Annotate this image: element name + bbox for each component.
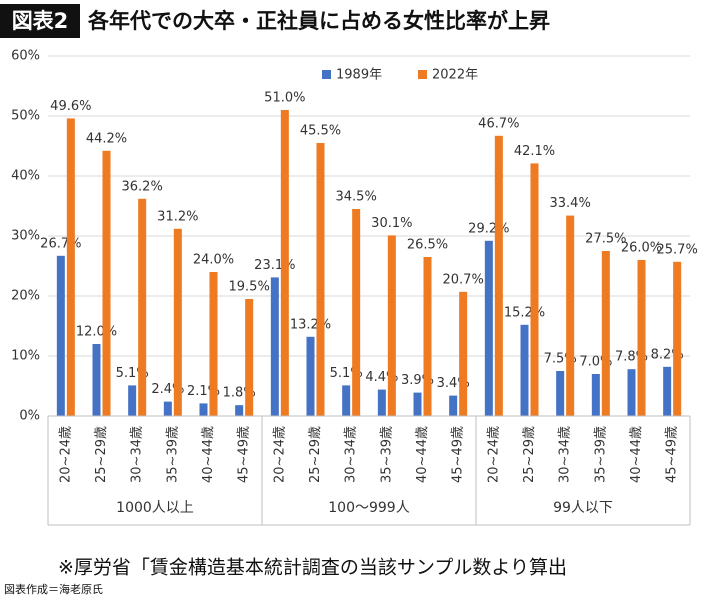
bar xyxy=(56,255,65,416)
legend-swatch xyxy=(418,70,427,79)
y-tick-label: 30% xyxy=(11,229,40,244)
x-tick-label: 25~29歳 xyxy=(94,426,109,483)
bar xyxy=(235,405,244,416)
bar xyxy=(673,261,682,416)
x-tick-label: 20~24歳 xyxy=(272,426,287,483)
bar xyxy=(173,228,182,416)
chart-title: 各年代での大卒・正社員に占める女性比率が上昇 xyxy=(87,9,550,33)
bar xyxy=(280,110,289,416)
bar xyxy=(377,389,386,416)
value-label: 51.0% xyxy=(264,91,305,106)
x-tick-label: 20~24歳 xyxy=(58,426,73,483)
value-label: 49.6% xyxy=(50,99,91,114)
value-label: 30.1% xyxy=(371,216,412,231)
bar xyxy=(352,209,361,416)
bar xyxy=(316,143,325,416)
bar xyxy=(199,403,208,416)
value-label: 26.0% xyxy=(621,241,662,256)
x-tick-label: 35~39歳 xyxy=(165,426,180,483)
bar xyxy=(128,385,137,416)
bar xyxy=(484,240,493,416)
value-label: 26.5% xyxy=(407,238,448,253)
y-tick-label: 0% xyxy=(19,409,40,424)
bar xyxy=(245,299,254,416)
legend-label: 2022年 xyxy=(432,68,478,83)
x-tick-label: 30~34歳 xyxy=(344,426,359,483)
x-tick-label: 25~29歳 xyxy=(308,426,323,483)
bar xyxy=(637,260,646,416)
bar xyxy=(306,336,315,416)
value-label: 15.2% xyxy=(504,305,545,320)
bar xyxy=(163,401,172,416)
y-tick-label: 50% xyxy=(11,109,40,124)
x-tick-label: 30~34歳 xyxy=(558,426,573,483)
bar xyxy=(342,385,351,416)
badge-box xyxy=(0,4,80,38)
legend-swatch xyxy=(322,70,331,79)
value-label: 45.5% xyxy=(300,124,341,139)
bar xyxy=(494,135,503,417)
x-tick-label: 20~24歳 xyxy=(486,426,501,483)
value-label: 23.1% xyxy=(254,258,295,273)
value-label: 46.7% xyxy=(478,116,519,131)
value-label: 25.7% xyxy=(657,242,698,257)
badge: 図表2 xyxy=(12,9,69,33)
value-label: 42.1% xyxy=(514,144,555,159)
bar xyxy=(270,277,279,416)
value-label: 20.7% xyxy=(443,272,484,287)
legend-label: 1989年 xyxy=(336,68,382,83)
value-label: 24.0% xyxy=(193,253,234,268)
bar xyxy=(209,272,218,416)
x-tick-label: 30~34歳 xyxy=(130,426,145,483)
bar xyxy=(459,291,468,416)
x-tick-label: 40~44歳 xyxy=(629,426,644,483)
group-label: 99人以下 xyxy=(553,500,613,516)
footnote: ※厚労省「賃金構造基本統計調査の当該サンプル数より算出 xyxy=(58,557,567,579)
y-tick-label: 40% xyxy=(11,169,40,184)
bar xyxy=(138,198,147,416)
value-label: 13.2% xyxy=(290,317,331,332)
y-tick-label: 60% xyxy=(11,49,40,64)
x-tick-label: 40~44歳 xyxy=(201,426,216,483)
bar xyxy=(663,366,672,416)
bar xyxy=(566,215,575,416)
bar xyxy=(423,257,432,416)
value-label: 29.2% xyxy=(468,221,509,236)
x-tick-label: 45~49歳 xyxy=(665,426,680,483)
bar xyxy=(413,392,422,416)
group-label: 100〜999人 xyxy=(328,500,409,516)
value-label: 33.4% xyxy=(550,196,591,211)
value-label: 31.2% xyxy=(157,209,198,224)
value-label: 34.5% xyxy=(336,190,377,205)
bar xyxy=(66,118,75,417)
x-tick-label: 40~44歳 xyxy=(415,426,430,483)
x-tick-label: 35~39歳 xyxy=(379,426,394,483)
x-tick-label: 35~39歳 xyxy=(593,426,608,483)
value-label: 36.2% xyxy=(122,179,163,194)
group-label: 1000人以上 xyxy=(116,500,194,516)
value-label: 19.5% xyxy=(229,280,270,295)
bar xyxy=(520,324,529,416)
value-label: 44.2% xyxy=(86,131,127,146)
bar xyxy=(556,371,565,416)
y-tick-label: 10% xyxy=(11,349,40,364)
bar xyxy=(387,235,396,416)
bar xyxy=(449,395,458,416)
source: 図表作成＝海老原氏 xyxy=(4,582,103,596)
x-tick-label: 45~49歳 xyxy=(237,426,252,483)
bar xyxy=(601,251,610,416)
bar xyxy=(627,369,636,416)
x-tick-label: 25~29歳 xyxy=(522,426,537,483)
bar xyxy=(92,344,101,416)
value-label: 27.5% xyxy=(585,232,626,247)
bar xyxy=(530,163,539,416)
y-tick-label: 20% xyxy=(11,289,40,304)
value-label: 12.0% xyxy=(76,325,117,340)
value-label: 26.7% xyxy=(40,236,81,251)
bar xyxy=(102,150,111,417)
bar xyxy=(591,374,600,416)
x-tick-label: 45~49歳 xyxy=(451,426,466,483)
